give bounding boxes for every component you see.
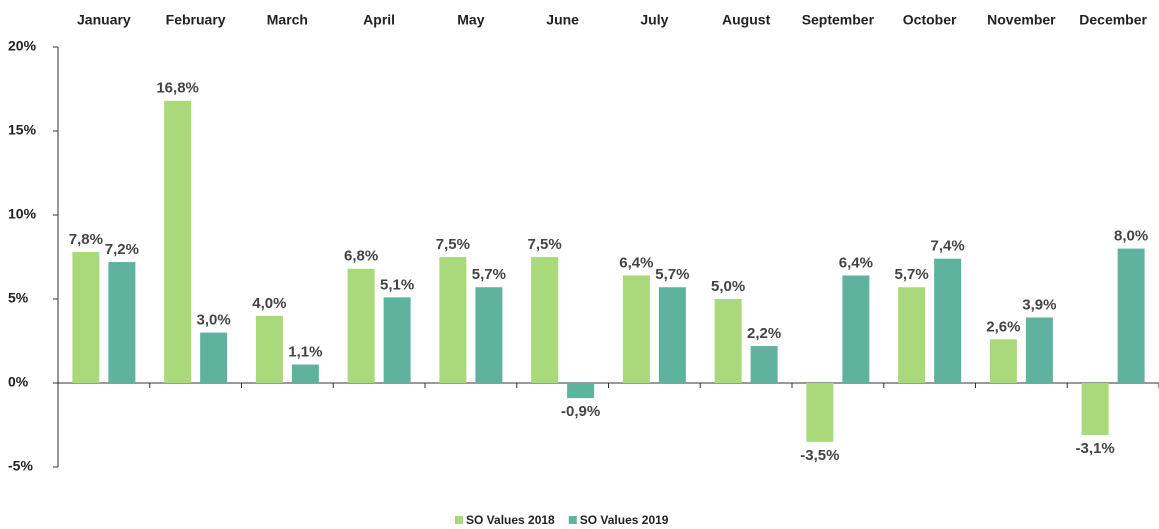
value-label: 7,5% — [528, 236, 562, 253]
bar — [439, 257, 467, 383]
x-tick-label: September — [802, 12, 875, 28]
bar — [658, 287, 686, 383]
bar — [989, 339, 1017, 383]
value-label: 7,4% — [931, 238, 965, 255]
bar — [622, 275, 650, 383]
bar — [475, 287, 503, 383]
bar — [200, 332, 228, 383]
value-label: 6,8% — [344, 248, 378, 265]
legend-swatch — [455, 516, 463, 524]
value-label: -3,5% — [800, 447, 839, 464]
value-label: 6,4% — [619, 254, 653, 271]
x-tick-label: February — [166, 12, 226, 28]
x-tick-label: October — [903, 12, 957, 28]
value-label: 5,7% — [895, 266, 929, 283]
value-label: 5,0% — [711, 278, 745, 295]
value-label: 5,1% — [380, 276, 414, 293]
value-label: 7,8% — [69, 231, 103, 248]
value-label: 5,7% — [655, 266, 689, 283]
x-tick-label: January — [77, 12, 131, 28]
value-label: 3,9% — [1022, 296, 1056, 313]
bar — [934, 258, 962, 383]
x-tick-label: August — [722, 12, 771, 28]
legend-swatch — [568, 516, 577, 524]
value-label: 1,1% — [288, 343, 322, 360]
value-label: -0,9% — [561, 403, 600, 420]
bar — [567, 383, 595, 399]
bar — [108, 262, 136, 383]
x-tick-label: May — [457, 12, 484, 28]
bar — [255, 315, 283, 383]
bar — [72, 251, 100, 383]
bar — [714, 299, 742, 383]
bar — [1025, 317, 1053, 383]
bar — [898, 287, 926, 383]
bar — [531, 257, 559, 383]
x-tick-label: July — [640, 12, 668, 28]
x-tick-label: June — [546, 12, 579, 28]
y-tick-label: 5% — [8, 290, 29, 306]
value-label: 8,0% — [1114, 228, 1148, 245]
bar — [750, 346, 778, 383]
bar — [164, 100, 192, 383]
bar — [806, 383, 834, 442]
y-tick-label: 20% — [8, 38, 37, 54]
bar — [383, 297, 411, 383]
value-label: 3,0% — [197, 312, 231, 329]
value-label: -3,1% — [1076, 440, 1115, 457]
bar — [347, 268, 375, 383]
value-label: 6,4% — [839, 254, 873, 271]
y-tick-label: 10% — [8, 206, 37, 222]
x-tick-label: April — [363, 12, 395, 28]
value-label: 2,2% — [747, 325, 781, 342]
value-label: 7,2% — [105, 241, 139, 258]
y-tick-label: -5% — [8, 458, 33, 474]
value-label: 16,8% — [156, 80, 199, 97]
x-tick-label: November — [987, 12, 1056, 28]
bar — [842, 275, 870, 383]
bar — [1117, 248, 1145, 383]
x-tick-label: December — [1079, 12, 1147, 28]
bar — [1081, 383, 1109, 436]
value-label: 7,5% — [436, 236, 470, 253]
value-label: 5,7% — [472, 266, 506, 283]
x-tick-label: March — [267, 12, 308, 28]
legend-label: SO Values 2018 — [466, 513, 555, 527]
value-label: 4,0% — [252, 295, 286, 312]
legend-label: SO Values 2019 — [580, 513, 669, 527]
value-label: 2,6% — [986, 318, 1020, 335]
y-tick-label: 15% — [8, 122, 37, 138]
bar — [291, 364, 319, 383]
y-tick-label: 0% — [8, 374, 29, 390]
